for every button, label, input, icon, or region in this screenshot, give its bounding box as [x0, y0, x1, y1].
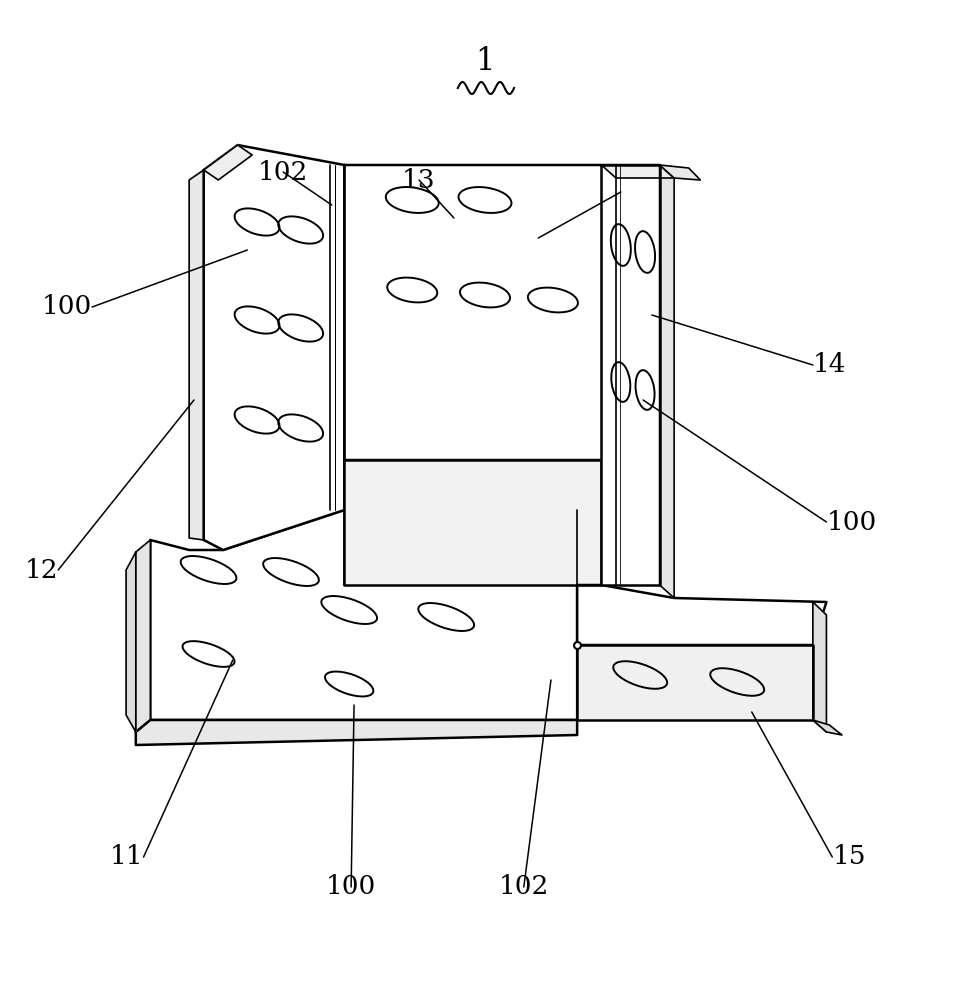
Text: 100: 100: [826, 510, 876, 534]
Text: 100: 100: [326, 874, 376, 900]
Polygon shape: [601, 165, 659, 585]
Polygon shape: [189, 170, 203, 540]
Polygon shape: [577, 585, 826, 645]
Polygon shape: [203, 145, 344, 550]
Text: 13: 13: [402, 167, 435, 192]
Polygon shape: [812, 602, 826, 732]
Polygon shape: [136, 720, 577, 745]
Text: 102: 102: [258, 159, 308, 184]
Text: 14: 14: [812, 353, 846, 377]
Text: 100: 100: [42, 294, 92, 320]
Polygon shape: [601, 165, 673, 178]
Polygon shape: [812, 720, 841, 735]
Text: 102: 102: [498, 874, 548, 900]
Polygon shape: [577, 645, 812, 720]
Text: 15: 15: [831, 844, 865, 869]
Text: 12: 12: [24, 558, 58, 582]
Polygon shape: [126, 552, 136, 732]
Polygon shape: [344, 165, 659, 460]
Polygon shape: [203, 145, 252, 180]
Polygon shape: [659, 165, 673, 598]
Polygon shape: [136, 540, 150, 732]
Polygon shape: [150, 510, 577, 720]
Polygon shape: [659, 165, 700, 180]
Text: 100: 100: [620, 180, 671, 205]
Polygon shape: [344, 460, 601, 585]
Text: 11: 11: [109, 844, 143, 869]
Text: 1: 1: [475, 46, 494, 78]
